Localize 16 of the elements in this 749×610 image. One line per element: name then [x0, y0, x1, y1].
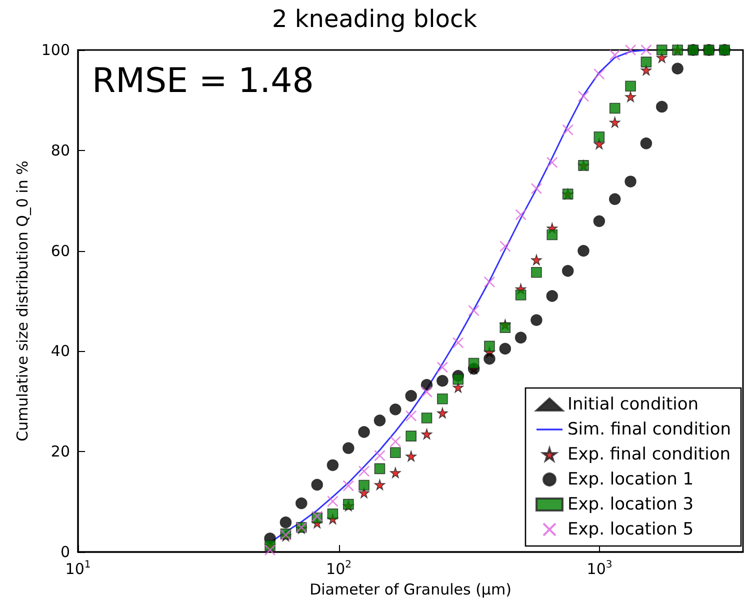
chart-title: 2 kneading block	[272, 5, 478, 33]
legend-label: Exp. location 5	[567, 520, 694, 540]
y-tick-label: 40	[50, 342, 70, 360]
y-axis-title: Cumulative size distribution Q_0 in %	[14, 160, 32, 442]
y-tick-label: 100	[41, 41, 70, 59]
y-tick-label: 0	[60, 543, 70, 561]
legend-label: Initial condition	[567, 394, 699, 414]
y-tick-label: 60	[50, 242, 70, 260]
y-tick-label: 20	[50, 442, 70, 461]
legend-label: Exp. location 1	[567, 470, 694, 490]
x-axis-title: Diameter of Granules (μm)	[310, 580, 512, 598]
legend-label: Exp. final condition	[567, 444, 731, 464]
legend-label: Sim. final condition	[567, 420, 732, 440]
legend-label: Exp. location 3	[567, 494, 694, 514]
annotation: RMSE = 1.48	[92, 61, 314, 101]
y-tick-label: 80	[50, 141, 70, 160]
